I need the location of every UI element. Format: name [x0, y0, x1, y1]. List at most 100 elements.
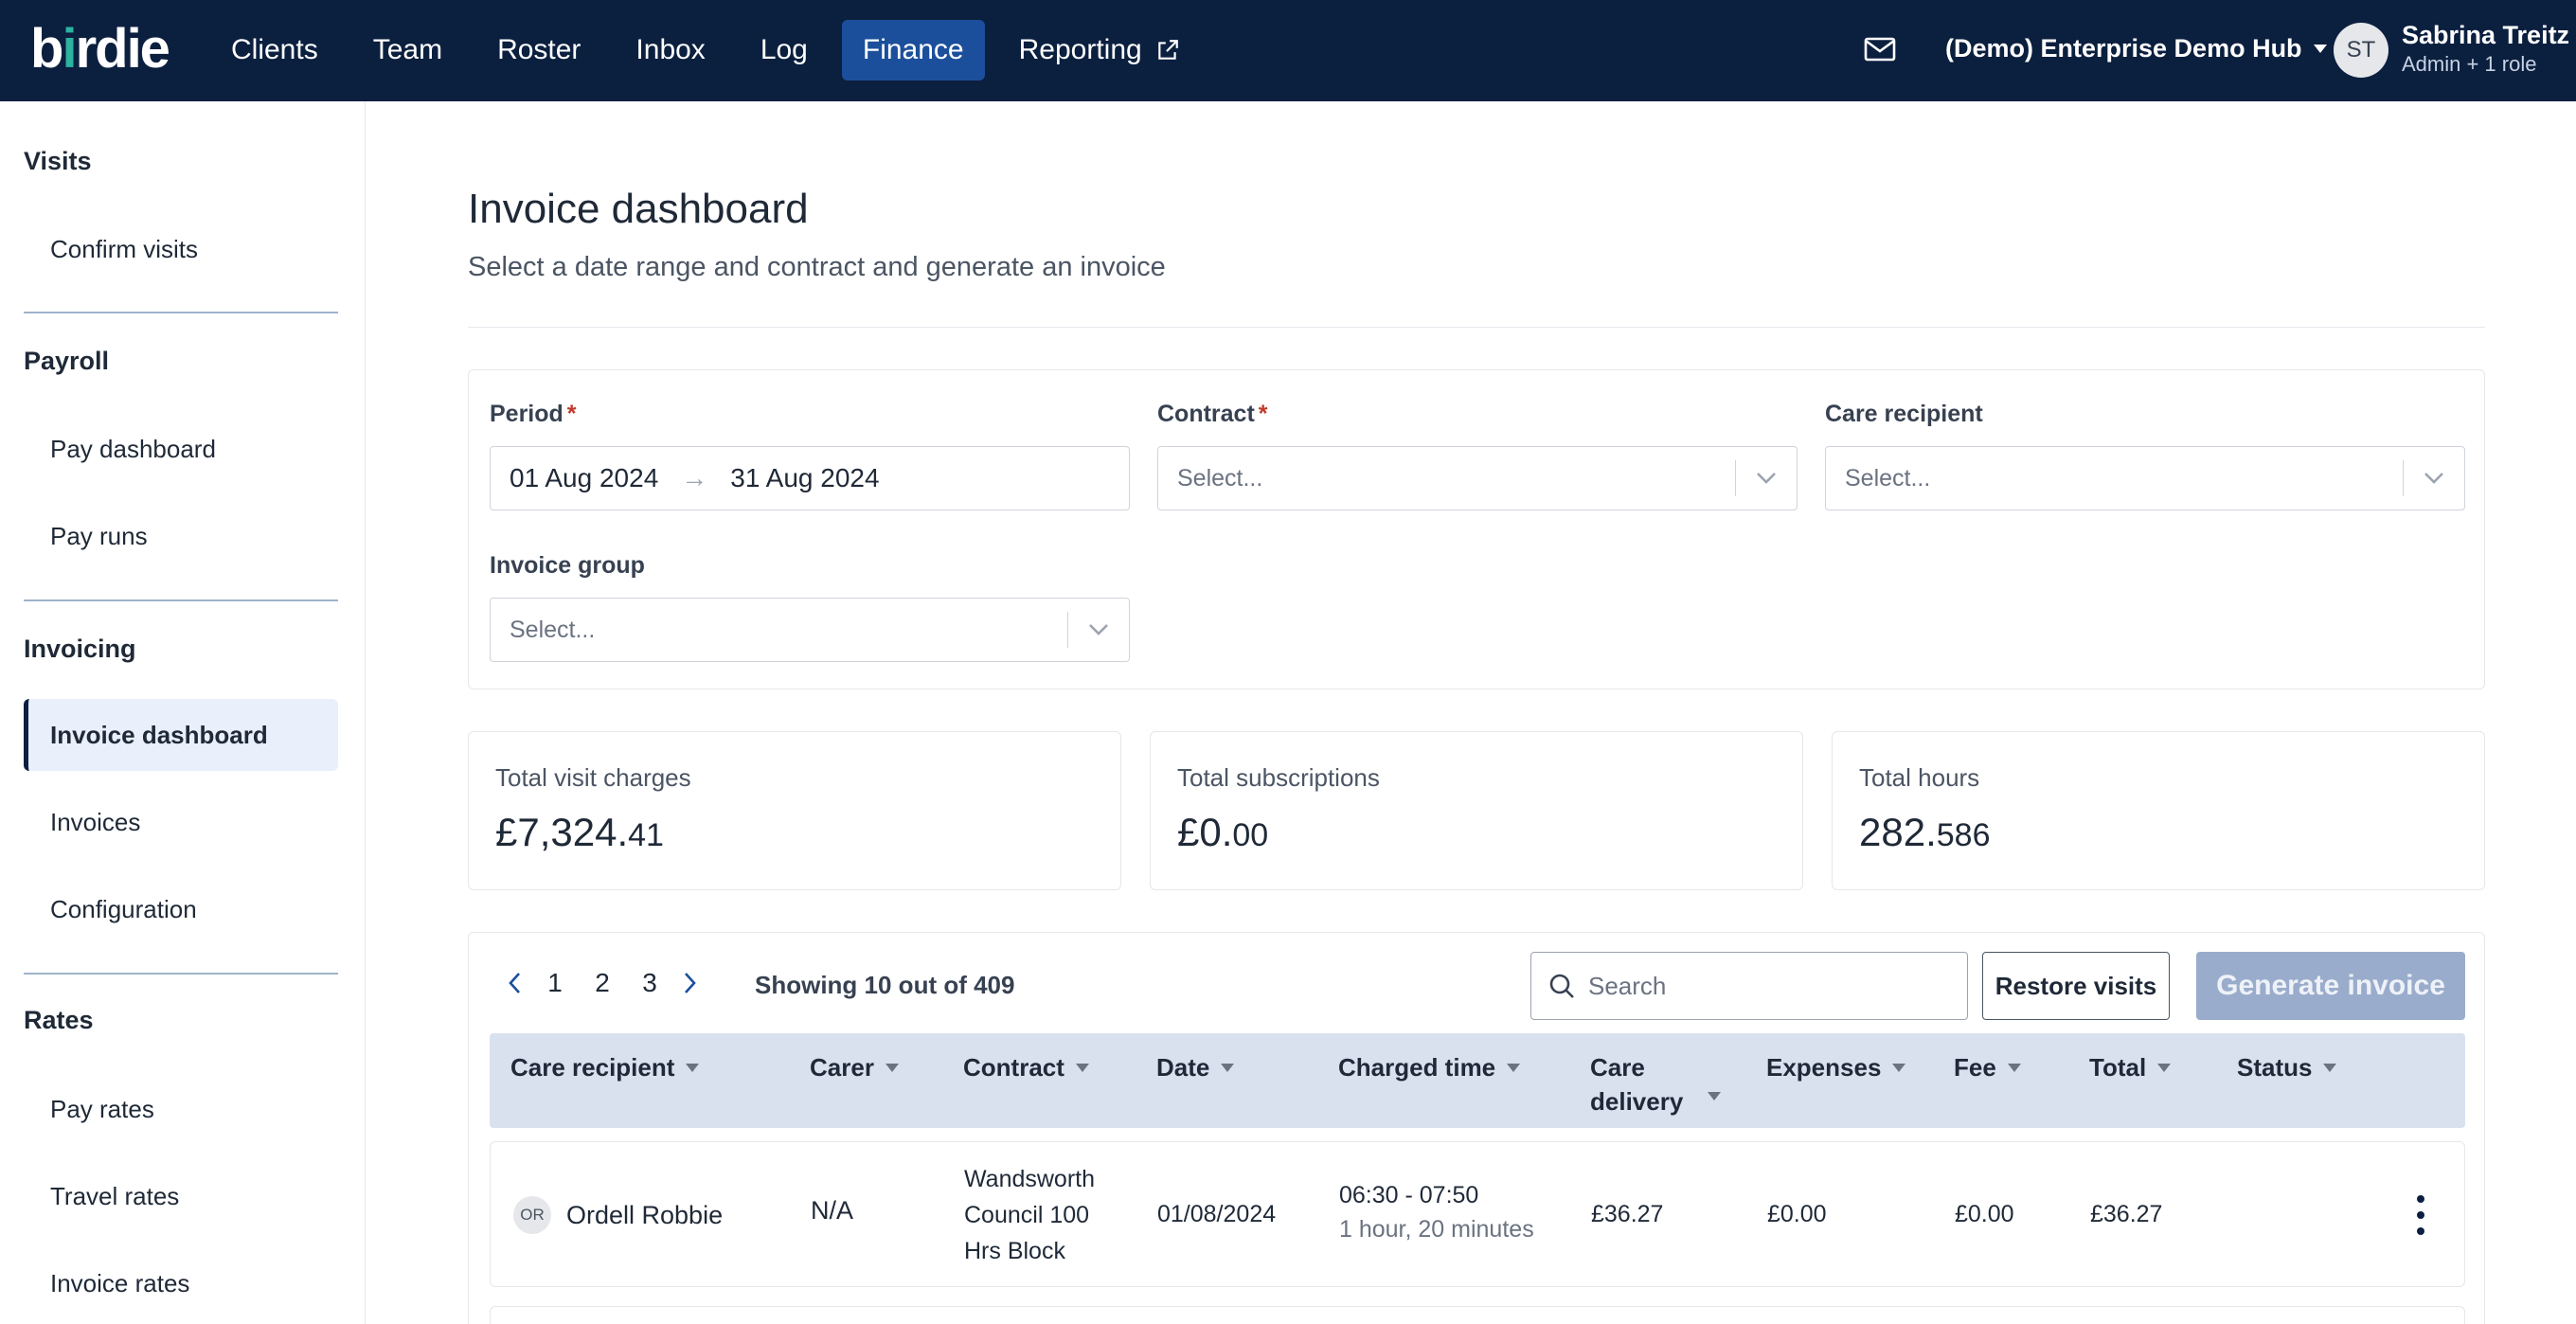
chevron-down-icon[interactable]: [1736, 472, 1797, 485]
sidebar-section-rates: Rates: [24, 1006, 94, 1034]
generate-invoice-button[interactable]: Generate invoice: [2196, 952, 2465, 1020]
column-header-carer[interactable]: Carer: [810, 1050, 899, 1084]
sidebar-item-invoice-dashboard[interactable]: Invoice dashboard: [24, 699, 338, 771]
stat-value: 282.586: [1859, 810, 1990, 855]
cell-total: £36.27: [2090, 1201, 2163, 1227]
sidebar-item-pay-runs[interactable]: Pay runs: [50, 521, 148, 550]
stat-value-fraction: 00: [1232, 817, 1269, 853]
sidebar-item-invoice-rates[interactable]: Invoice rates: [50, 1268, 190, 1297]
invoice-group-select[interactable]: Select...: [490, 598, 1130, 662]
sidebar-section-visits: Visits: [24, 147, 92, 175]
nav-roster[interactable]: Roster: [497, 34, 581, 65]
sort-icon: [1892, 1064, 1906, 1072]
chevron-down-icon[interactable]: [2404, 472, 2464, 485]
column-label: Contract: [963, 1053, 1064, 1082]
more-options-icon[interactable]: [2415, 1195, 2426, 1235]
column-header-expenses[interactable]: Expenses: [1766, 1050, 1906, 1084]
period-end-date[interactable]: 31 Aug 2024: [730, 463, 880, 492]
birdie-logo[interactable]: birdie: [30, 18, 170, 80]
page-subtitle: Select a date range and contract and gen…: [468, 252, 1166, 282]
hub-selector[interactable]: (Demo) Enterprise Demo Hub: [1945, 34, 2327, 63]
nav-clients[interactable]: Clients: [231, 34, 318, 65]
period-label: Period *: [490, 401, 577, 428]
hub-name: (Demo) Enterprise Demo Hub: [1945, 34, 2302, 63]
stat-label: Total subscriptions: [1177, 763, 1380, 792]
sidebar-divider: [24, 973, 338, 975]
sort-icon: [885, 1064, 899, 1072]
column-label: Date: [1156, 1053, 1210, 1082]
sort-icon: [2323, 1064, 2337, 1072]
sort-icon: [1075, 1064, 1089, 1072]
sidebar-item-confirm-visits[interactable]: Confirm visits: [50, 234, 199, 263]
user-avatar[interactable]: ST: [2334, 23, 2388, 78]
date-range-value: 01 Aug 2024 → 31 Aug 2024: [491, 463, 880, 493]
sort-icon: [2157, 1064, 2172, 1072]
stat-value-main: £0.: [1177, 810, 1233, 854]
page-1-button[interactable]: 1: [547, 968, 563, 997]
sidebar-section-payroll: Payroll: [24, 347, 110, 375]
showing-count: Showing 10 out of 409: [755, 971, 1015, 999]
stat-value-fraction: 586: [1936, 817, 1991, 853]
page-2-button[interactable]: 2: [595, 968, 610, 997]
table-row[interactable]: [490, 1306, 2465, 1324]
column-header-fee[interactable]: Fee: [1954, 1050, 2021, 1084]
chevron-right-icon[interactable]: [673, 966, 707, 1000]
period-start-date[interactable]: 01 Aug 2024: [510, 463, 659, 492]
select-separator: [1067, 612, 1068, 648]
avatar: OR: [513, 1196, 551, 1234]
sidebar-item-pay-dashboard[interactable]: Pay dashboard: [50, 434, 216, 463]
column-label: Expenses: [1766, 1053, 1882, 1082]
contract-select[interactable]: Select...: [1157, 446, 1798, 510]
cell-care-delivery: £36.27: [1591, 1201, 1664, 1227]
chevron-left-icon[interactable]: [497, 966, 531, 1000]
main-nav: Clients Team Roster Inbox Log Finance Re…: [210, 20, 1214, 81]
sidebar-item-travel-rates[interactable]: Travel rates: [50, 1181, 180, 1210]
column-header-status[interactable]: Status: [2237, 1050, 2337, 1084]
nav-inbox[interactable]: Inbox: [635, 34, 706, 65]
column-label: Fee: [1954, 1053, 1996, 1082]
nav-team[interactable]: Team: [372, 34, 443, 65]
table-row[interactable]: OR Ordell Robbie N/A Wandsworth Council …: [490, 1141, 2465, 1287]
mail-icon[interactable]: [1864, 36, 1896, 63]
sidebar-item-configuration[interactable]: Configuration: [50, 894, 197, 923]
sidebar-item-invoices[interactable]: Invoices: [50, 807, 141, 836]
column-header-care-recipient[interactable]: Care recipient: [510, 1050, 700, 1084]
care-recipient-label: Care recipient: [1825, 401, 1983, 427]
stat-card-total-hours: Total hours 282.586: [1832, 731, 2485, 890]
search-input[interactable]: Search: [1530, 952, 1968, 1020]
nav-reporting[interactable]: Reporting: [998, 20, 1201, 81]
page-title: Invoice dashboard: [468, 186, 809, 232]
stat-value: £0.00: [1177, 810, 1268, 855]
column-header-total[interactable]: Total: [2089, 1050, 2172, 1084]
sort-icon: [1507, 1064, 1521, 1072]
sidebar-item-pay-rates[interactable]: Pay rates: [50, 1094, 154, 1123]
nav-reporting-label: Reporting: [1018, 34, 1142, 65]
top-navigation-bar: birdie Clients Team Roster Inbox Log Fin…: [0, 0, 2576, 101]
stat-card-total-subscriptions: Total subscriptions £0.00: [1150, 731, 1803, 890]
stat-label: Total hours: [1859, 763, 1980, 792]
nav-log[interactable]: Log: [760, 34, 808, 65]
search-placeholder: Search: [1588, 971, 1667, 1000]
cell-carer: N/A: [811, 1196, 854, 1225]
cell-care-recipient[interactable]: Ordell Robbie: [566, 1201, 724, 1229]
sort-icon: [1708, 1092, 1721, 1100]
column-header-care-delivery[interactable]: Care delivery: [1590, 1050, 1732, 1118]
cell-charged-time: 06:30 - 07:50: [1339, 1182, 1479, 1208]
restore-visits-button[interactable]: Restore visits: [1982, 952, 2170, 1020]
cell-fee: £0.00: [1955, 1201, 2014, 1227]
chevron-down-icon[interactable]: [1068, 623, 1129, 636]
required-marker: *: [566, 401, 577, 427]
external-link-icon: [1157, 40, 1178, 60]
page-3-button[interactable]: 3: [642, 968, 657, 997]
column-header-contract[interactable]: Contract: [963, 1050, 1089, 1084]
stat-label: Total visit charges: [495, 763, 691, 792]
table-header: Care recipient Carer Contract Date Charg…: [490, 1033, 2465, 1128]
nav-finance[interactable]: Finance: [841, 20, 985, 81]
contract-label: Contract *: [1157, 401, 1268, 428]
sort-icon: [1221, 1064, 1235, 1072]
column-header-date[interactable]: Date: [1156, 1050, 1235, 1084]
column-header-charged-time[interactable]: Charged time: [1338, 1050, 1521, 1084]
user-name[interactable]: Sabrina Treitz: [2402, 21, 2570, 49]
period-date-range-input[interactable]: 01 Aug 2024 → 31 Aug 2024: [490, 446, 1130, 510]
care-recipient-select[interactable]: Select...: [1825, 446, 2465, 510]
